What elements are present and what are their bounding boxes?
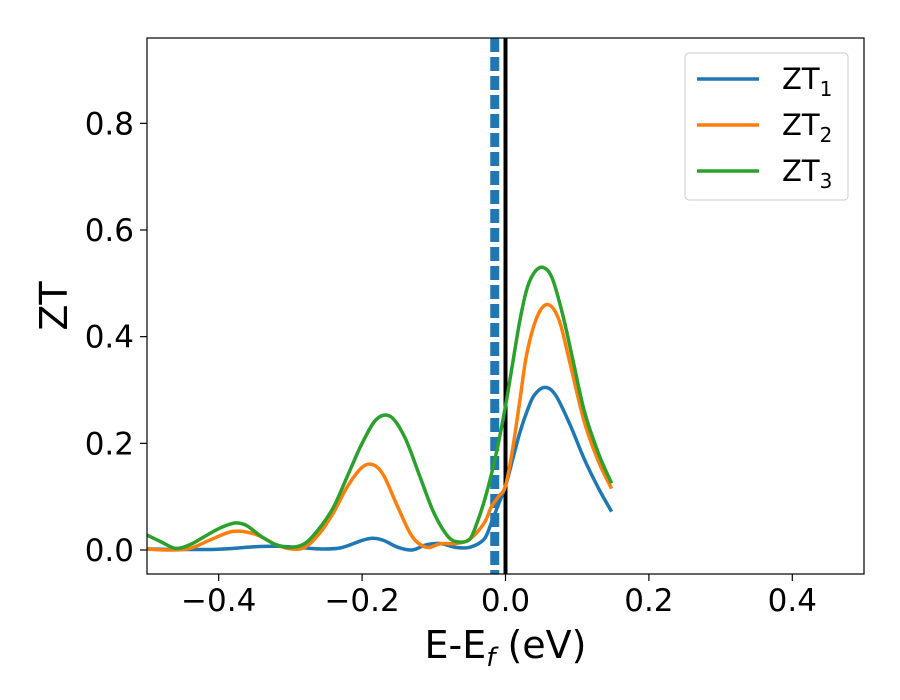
x-axis-label-main: E-E xyxy=(425,623,487,667)
legend: ZT1 ZT2 ZT3 xyxy=(684,52,849,201)
legend-entry-zt1: ZT1 xyxy=(782,62,832,101)
y-tick-label: 0.0 xyxy=(85,533,134,569)
x-tick-label: 0.2 xyxy=(624,583,673,619)
series-line-zt2 xyxy=(147,302,614,552)
x-tick-label: −0.2 xyxy=(324,583,399,619)
x-axis-label-unit: (eV) xyxy=(495,623,586,667)
y-tick-label: 0.6 xyxy=(85,213,134,249)
x-tick-label: −0.4 xyxy=(181,583,256,619)
x-tick-label: 0.0 xyxy=(481,583,530,619)
legend-entry-zt2: ZT2 xyxy=(782,108,832,147)
legend-box xyxy=(684,52,849,201)
y-axis: 0.0 0.2 0.4 0.6 0.8 xyxy=(85,106,147,569)
x-axis-label: E-Ef (eV) xyxy=(425,623,587,673)
series-line-zt3 xyxy=(147,265,614,551)
y-axis-label: ZT xyxy=(32,281,76,331)
legend-entry-zt3: ZT3 xyxy=(782,154,832,193)
y-tick-label: 0.8 xyxy=(85,106,134,142)
x-tick-label: 0.4 xyxy=(768,583,817,619)
x-axis: −0.4 −0.2 0.0 0.2 0.4 xyxy=(181,574,817,619)
y-tick-label: 0.4 xyxy=(85,320,134,356)
y-tick-label: 0.2 xyxy=(85,426,134,462)
plot-area xyxy=(147,38,614,574)
